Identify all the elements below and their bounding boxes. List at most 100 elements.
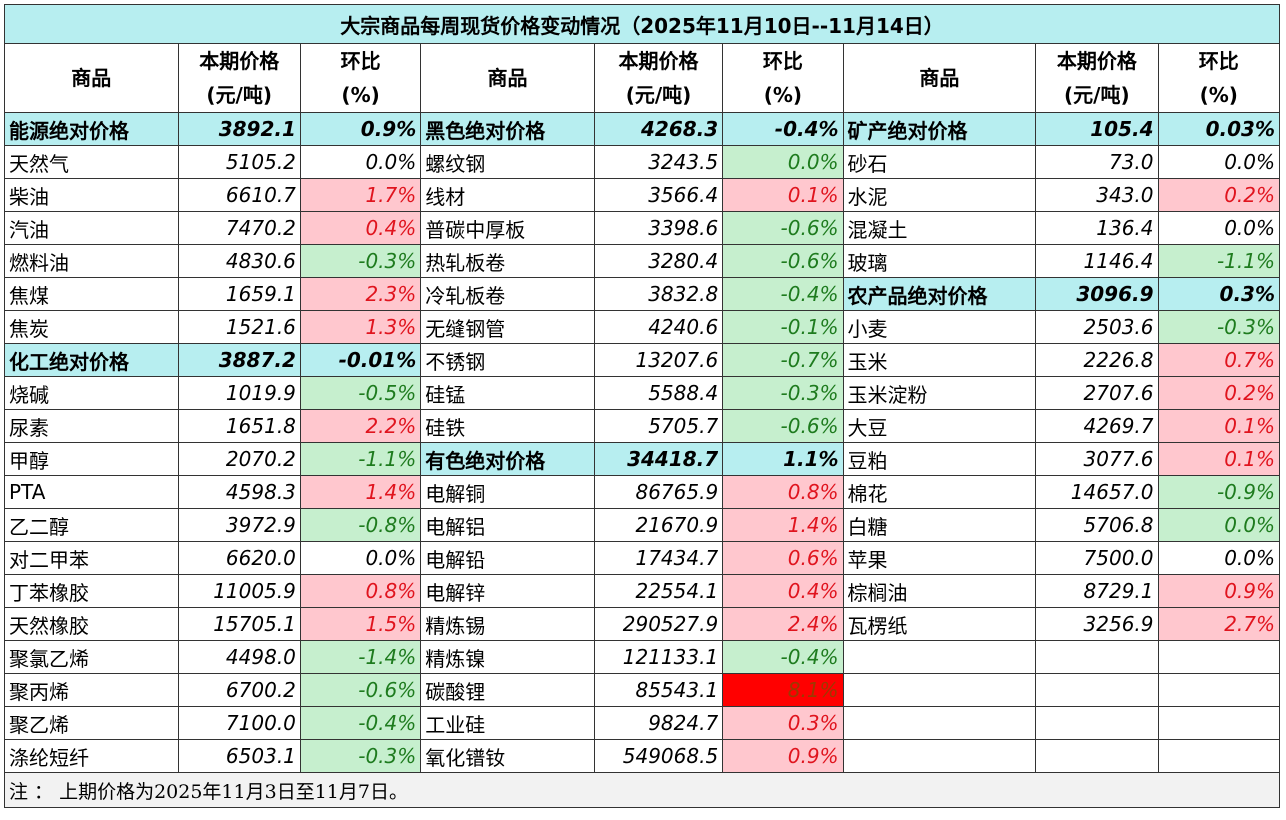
change: 2.4% [722, 607, 844, 641]
price: 105.4 [1035, 112, 1159, 146]
price: 2707.6 [1035, 376, 1159, 410]
header-line: (%) [763, 83, 803, 107]
item-name: 能源绝对价格 [4, 112, 179, 146]
price: 85543.1 [593, 673, 724, 707]
change: 0.1% [722, 178, 844, 212]
item-name: 聚氯乙烯 [4, 640, 179, 674]
data-row: 聚丙烯 6700.2 -0.6% 碳酸锂 85543.1 8.1% [4, 673, 1281, 707]
price: 3256.9 [1035, 607, 1159, 641]
header-line: (元/吨) [1064, 83, 1130, 107]
item-name: 大豆 [842, 409, 1037, 443]
price: 3096.9 [1035, 277, 1159, 311]
change: 0.6% [722, 541, 844, 575]
header-cell: 环比 (%) [1157, 43, 1281, 113]
price: 3566.4 [593, 178, 724, 212]
price: 7500.0 [1035, 541, 1159, 575]
price: 21670.9 [593, 508, 724, 542]
change: 0.0% [1157, 145, 1281, 179]
item-name: 工业硅 [420, 706, 595, 740]
data-row: 聚乙烯 7100.0 -0.4% 工业硅 9824.7 0.3% [4, 706, 1281, 740]
item-name: 电解锌 [420, 574, 595, 608]
item-name: 尿素 [4, 409, 179, 443]
item-name: 普碳中厚板 [420, 211, 595, 245]
data-row: 对二甲苯 6620.0 0.0% 电解铅 17434.7 0.6% 苹果 7500.0 0.0% [4, 541, 1281, 575]
item-name: 混凝土 [842, 211, 1037, 245]
data-row: 烧碱 1019.9 -0.5% 硅锰 5588.4 -0.3% 玉米淀粉 2707.6 0.2% [4, 376, 1281, 410]
item-name: 汽油 [4, 211, 179, 245]
price: 6700.2 [177, 673, 301, 707]
data-row: 柴油 6610.7 1.7% 线材 3566.4 0.1% 水泥 343.0 0.2% [4, 178, 1281, 212]
item-name: 丁苯橡胶 [4, 574, 179, 608]
price: 14657.0 [1035, 475, 1159, 509]
header-line: 本期价格 [618, 49, 699, 73]
header-line: (%) [341, 83, 380, 107]
header-cell: 本期价格 (元/吨) [177, 43, 301, 113]
change: 1.4% [299, 475, 422, 509]
header-line: (%) [1199, 83, 1238, 107]
header-cell: 环比 (%) [722, 43, 844, 113]
price: 11005.9 [177, 574, 301, 608]
header-line: 本期价格 [1056, 49, 1137, 73]
change: -0.3% [1157, 310, 1281, 344]
empty-cell [842, 739, 1037, 773]
item-name: 燃料油 [4, 244, 179, 278]
header-line: 本期价格 [199, 49, 280, 73]
item-name: 柴油 [4, 178, 179, 212]
price: 22554.1 [593, 574, 724, 608]
item-name: 豆粕 [842, 442, 1037, 476]
price: 4240.6 [593, 310, 724, 344]
change: 0.8% [299, 574, 422, 608]
price: 290527.9 [593, 607, 724, 641]
price: 1651.8 [177, 409, 301, 443]
price: 3398.6 [593, 211, 724, 245]
empty-cell [1035, 706, 1159, 740]
change: 0.8% [722, 475, 844, 509]
item-name: 砂石 [842, 145, 1037, 179]
change: 0.0% [1157, 211, 1281, 245]
change: -0.6% [722, 244, 844, 278]
change: 0.4% [722, 574, 844, 608]
change: 1.7% [299, 178, 422, 212]
data-row: 汽油 7470.2 0.4% 普碳中厚板 3398.6 -0.6% 混凝土 136.4 0.0% [4, 211, 1281, 245]
item-name: 小麦 [842, 310, 1037, 344]
price: 3243.5 [593, 145, 724, 179]
change: 1.3% [299, 310, 422, 344]
change: 1.4% [722, 508, 844, 542]
price: 2226.8 [1035, 343, 1159, 377]
data-row: 聚氯乙烯 4498.0 -1.4% 精炼镍 121133.1 -0.4% [4, 640, 1281, 674]
item-name: 瓦楞纸 [842, 607, 1037, 641]
change: 0.0% [1157, 541, 1281, 575]
data-row: 化工绝对价格 3887.2 -0.01% 不锈钢 13207.6 -0.7% 玉米 2226.… [4, 343, 1281, 377]
empty-cell [842, 673, 1037, 707]
item-name: 焦煤 [4, 277, 179, 311]
item-name: 电解铅 [420, 541, 595, 575]
data-row: 乙二醇 3972.9 -0.8% 电解铝 21670.9 1.4% 白糖 5706.8 0.0% [4, 508, 1281, 542]
change: -0.8% [299, 508, 422, 542]
item-name: 电解铜 [420, 475, 595, 509]
change: 0.2% [1157, 178, 1281, 212]
price: 17434.7 [593, 541, 724, 575]
note-row: 注 ： 上期价格为2025年11月3日至11月7日。 [4, 772, 1280, 808]
change: -0.7% [722, 343, 844, 377]
item-name: 棕榈油 [842, 574, 1037, 608]
change: 0.9% [722, 739, 844, 773]
price: 9824.7 [593, 706, 724, 740]
price: 13207.6 [593, 343, 724, 377]
header-line: 环比 [1198, 49, 1239, 73]
header-cell: 环比 (%) [299, 43, 422, 113]
price: 3077.6 [1035, 442, 1159, 476]
item-name: 硅锰 [420, 376, 595, 410]
price: 7470.2 [177, 211, 301, 245]
data-row: 甲醇 2070.2 -1.1% 有色绝对价格 34418.7 1.1% 豆粕 3077.6 0.… [4, 442, 1281, 476]
price: 3887.2 [177, 343, 301, 377]
change: -0.6% [722, 409, 844, 443]
item-name: 玻璃 [842, 244, 1037, 278]
price: 2503.6 [1035, 310, 1159, 344]
change: 0.2% [1157, 376, 1281, 410]
price: 1659.1 [177, 277, 301, 311]
header-cell: 本期价格 (元/吨) [593, 43, 724, 113]
change: 0.3% [722, 706, 844, 740]
table-title: 大宗商品每周现货价格变动情况（2025年11月10日--11月14日） [4, 4, 1280, 44]
change: -1.1% [1157, 244, 1281, 278]
change: 0.1% [1157, 409, 1281, 443]
